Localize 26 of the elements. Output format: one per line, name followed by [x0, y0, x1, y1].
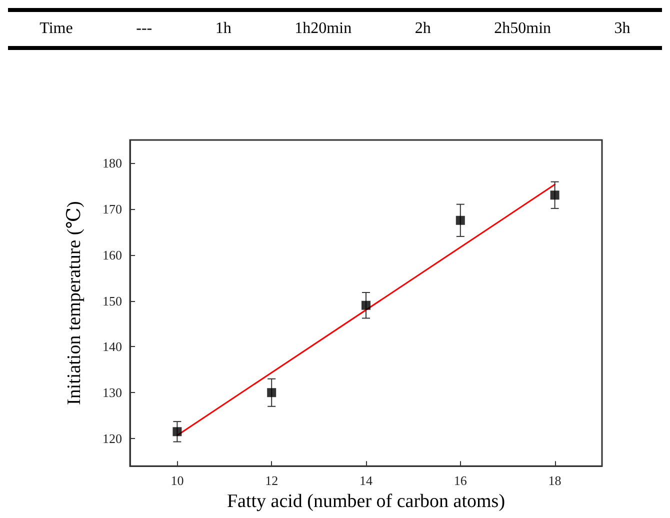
point: [172, 427, 182, 436]
point: [550, 190, 560, 200]
x-tick-label: 18: [548, 473, 562, 488]
text: 1h: [215, 20, 232, 38]
y-tick-label: 120: [102, 431, 122, 446]
y-tick-label: 130: [102, 385, 122, 400]
text: ---: [136, 20, 152, 38]
y-tick-label: 180: [102, 155, 122, 170]
text: 1h20min: [294, 20, 352, 38]
text: 2h: [414, 20, 431, 38]
y-tick-label: 150: [102, 293, 122, 308]
y-tick-label: 140: [102, 339, 122, 354]
text: 3h: [614, 20, 630, 38]
x-tick-label: 10: [170, 473, 184, 488]
text: Time: [40, 20, 73, 38]
x-tick-label: 12: [265, 473, 278, 488]
point: [267, 388, 276, 398]
x-tick-label: 14: [360, 473, 373, 488]
point: [362, 300, 370, 310]
x-axis-title: Fatty acid (number of carbon atoms): [226, 491, 506, 512]
y-tick-label: 170: [102, 201, 122, 216]
x-tick-label: 16: [454, 473, 468, 488]
y-tick-label: 160: [102, 247, 122, 262]
text: 2h50min: [494, 20, 552, 38]
y-axis-title: Initiation temperature (℃): [64, 201, 85, 405]
point: [456, 216, 465, 225]
